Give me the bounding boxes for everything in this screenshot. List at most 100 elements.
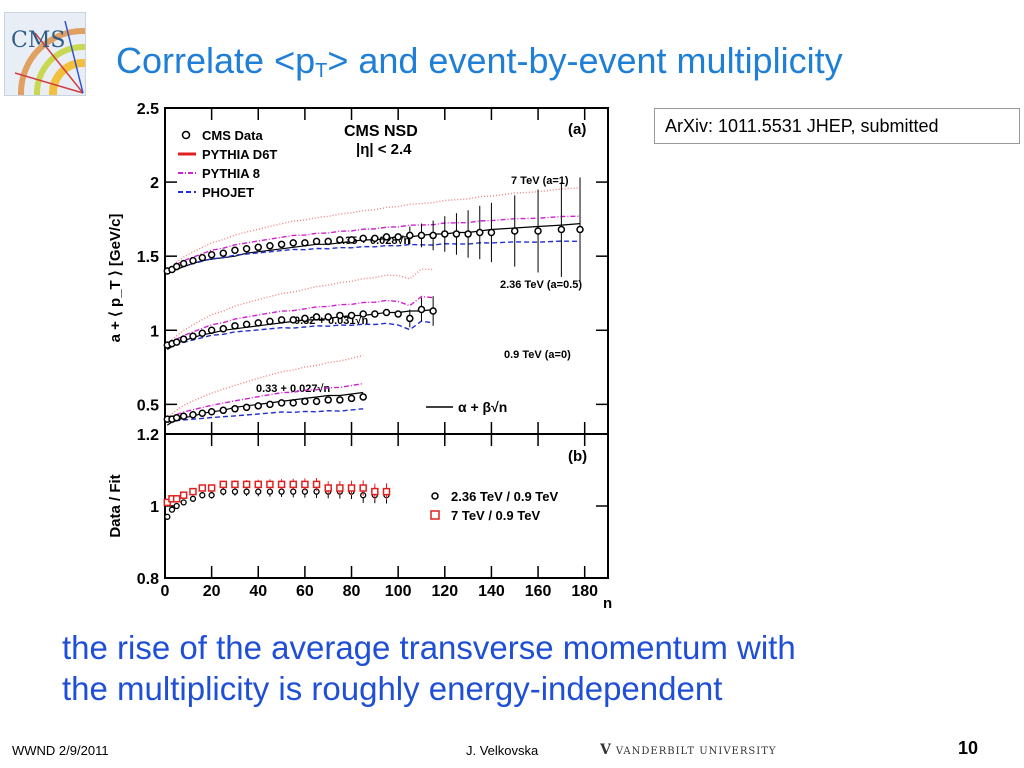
ratio-point-7-tev-0-9-tev (301, 480, 309, 489)
x-axis-label: n (603, 595, 612, 612)
ratio-point-7-tev-0-9-tev (324, 484, 332, 492)
data-point-7-tev-a-1 (441, 230, 449, 238)
panel-b-ticks: 0.8 1 1.2 0 20 40 60 80 100 120 140 160 180 (137, 427, 608, 600)
x-tick-label: 0 (161, 583, 170, 600)
data-point-7-tev-a-1 (324, 237, 332, 246)
ratio-point-7-tev-0-9-tev (336, 484, 344, 492)
page-number: 10 (958, 738, 979, 758)
data-point-7-tev-a-1 (336, 236, 344, 244)
data-point-0-9-tev-a-0 (289, 399, 297, 407)
ratio-point-7-tev-0-9-tev (266, 480, 274, 489)
data-point-7-tev-a-1 (359, 234, 367, 243)
vanderbilt-logo-text: VANDERBILT UNIVERSITY (615, 746, 777, 757)
data-point-0-9-tev-a-0 (207, 408, 216, 416)
data-point-7-tev-a-1 (189, 256, 197, 265)
x-tick-label: 160 (525, 583, 552, 600)
data-point-0-9-tev-a-0 (312, 397, 321, 406)
ratio-point-7-tev-0-9-tev (359, 484, 367, 492)
data-point-7-tev-a-1 (277, 240, 286, 249)
data-point-2-36-tev-a-0-5 (371, 310, 379, 318)
ratio-point-7-tev-0-9-tev (172, 495, 181, 503)
data-point-7-tev-a-1 (312, 237, 321, 246)
data-point-2-36-tev-a-0-5 (207, 326, 216, 335)
data-point-2-36-tev-a-0-5 (324, 313, 332, 321)
data-point-7-tev-a-1 (231, 246, 239, 255)
data-point-7-tev-a-1 (382, 233, 391, 241)
data-point-7-tev-a-1 (452, 230, 461, 238)
data-point-2-36-tev-a-0-5 (417, 305, 426, 314)
ratio-point-2-36-tev-0-9-tev (173, 502, 180, 510)
phojet-curve-2-36-tev-a-0-5 (167, 320, 434, 347)
footer-event-date: WWND 2/9/2011 (12, 743, 109, 758)
data-point-7-tev-a-1 (266, 242, 274, 250)
series-label-236tev: 2.36 TeV (a=0.5) (500, 279, 582, 291)
legend-label-7-ratio: 7 TeV / 0.9 TeV (451, 508, 540, 523)
data-point-7-tev-a-1 (476, 228, 484, 237)
panel-b-frame (164, 433, 609, 579)
data-point-2-36-tev-a-0-5 (289, 316, 297, 324)
panel-a-subtitle: |η| < 2.4 (356, 141, 412, 158)
legend-marker-cms-data (181, 130, 191, 140)
footer-author: J. Velkovska (466, 743, 539, 758)
pythia8-curve-0-9-tev-a-0 (167, 382, 364, 419)
data-point-7-tev-a-1 (464, 230, 472, 238)
data-point-0-9-tev-a-0 (324, 396, 332, 404)
data-point-0-9-tev-a-0 (198, 409, 207, 418)
data-point-2-36-tev-a-0-5 (301, 314, 309, 323)
ratio-point-7-tev-0-9-tev (254, 480, 263, 489)
panel-a-ytick-label: 1 (150, 323, 159, 340)
x-tick-label: 140 (478, 583, 505, 600)
data-point-7-tev-a-1 (371, 234, 379, 243)
panel-b-ytick-label: 0.8 (137, 571, 159, 588)
panel-b-ytick-label: 1 (150, 499, 159, 516)
vanderbilt-logo-mark: V (600, 742, 612, 758)
data-point-0-9-tev-a-0 (189, 410, 197, 419)
ratio-point-7-tev-0-9-tev (312, 480, 321, 489)
data-point-7-tev-a-1 (198, 253, 207, 262)
data-point-2-36-tev-a-0-5 (189, 332, 197, 340)
data-point-0-9-tev-a-0 (301, 397, 309, 406)
pythia-d6t-curve-0-9-tev-a-0 (166, 354, 364, 418)
data-point-0-9-tev-a-0 (277, 399, 286, 407)
slide-title: Correlate <pT> and event-by-event multip… (116, 40, 843, 83)
data-point-7-tev-a-1 (417, 231, 426, 240)
data-point-7-tev-a-1 (534, 227, 542, 235)
cms-pt-multiplicity-chart: 0.5 1 1.5 2 2.5 0.8 1 1.2 0 20 40 60 80 100 120 140 160… (107, 101, 612, 612)
data-point-7-tev-a-1 (510, 227, 519, 235)
panel-a-ylabel: a + ⟨ p_T ⟩ [GeV/c] (107, 214, 124, 343)
data-point-2-36-tev-a-0-5 (179, 335, 188, 343)
data-point-7-tev-a-1 (219, 249, 228, 257)
ratio-point-2-36-tev-0-9-tev (164, 513, 171, 520)
ratio-point-2-36-tev-0-9-tev (278, 488, 285, 495)
legend-label-phojet: PHOJET (202, 185, 254, 200)
data-point-2-36-tev-a-0-5 (219, 325, 228, 333)
legend-marker-7-ratio (430, 510, 440, 520)
reference-box: ArXiv: 1011.5531 JHEP, submitted (654, 108, 1020, 144)
cms-logo: CMS (4, 12, 86, 96)
data-point-0-9-tev-a-0 (254, 402, 263, 410)
ratio-point-7-tev-0-9-tev (289, 480, 297, 489)
data-point-7-tev-a-1 (394, 233, 402, 241)
panel-a-ytick-label: 0.5 (137, 397, 159, 414)
data-point-2-36-tev-a-0-5 (172, 338, 181, 346)
legend-label-cms-data: CMS Data (202, 128, 263, 143)
ratio-point-2-36-tev-0-9-tev (199, 492, 206, 499)
panel-a-ytick-label: 2.5 (137, 101, 159, 118)
ratio-point-7-tev-0-9-tev (219, 480, 228, 489)
x-tick-label: 180 (571, 583, 598, 600)
data-point-7-tev-a-1 (172, 262, 181, 271)
panel-b-ylabel: Data / Fit (107, 474, 124, 537)
data-point-0-9-tev-a-0 (266, 400, 274, 409)
series-label-09tev: 0.9 TeV (a=0) (504, 349, 571, 361)
data-point-2-36-tev-a-0-5 (198, 329, 207, 337)
data-point-7-tev-a-1 (406, 231, 414, 240)
data-point-2-36-tev-a-0-5 (254, 319, 263, 327)
legend-marker-236-ratio (431, 492, 439, 500)
panel-a-curves (166, 187, 581, 426)
ratio-point-7-tev-0-9-tev (242, 480, 251, 489)
data-point-2-36-tev-a-0-5 (406, 314, 414, 323)
panel-a-legend: CMS Data PYTHIA D6T PYTHIA 8 PHOJET (178, 128, 277, 200)
pythia8-curve-7-tev-a-1 (167, 215, 581, 271)
ratio-point-2-36-tev-0-9-tev (208, 492, 215, 499)
data-point-2-36-tev-a-0-5 (277, 316, 286, 324)
